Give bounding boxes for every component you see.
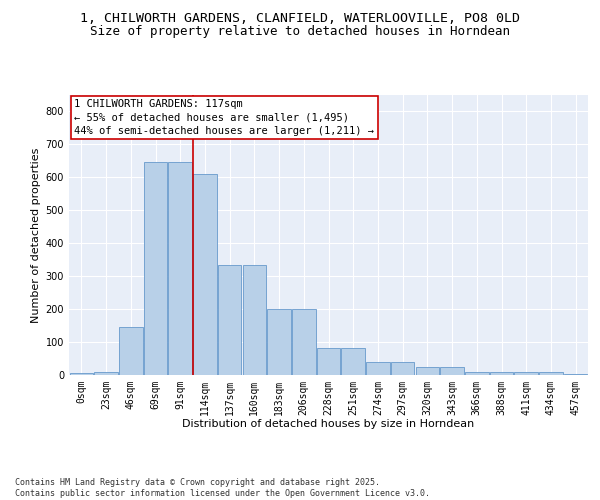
Bar — [144, 162, 167, 375]
Bar — [341, 348, 365, 375]
Bar — [416, 367, 439, 375]
Bar — [366, 362, 389, 375]
Bar — [193, 174, 217, 375]
Bar — [94, 372, 118, 375]
Text: 1 CHILWORTH GARDENS: 117sqm
← 55% of detached houses are smaller (1,495)
44% of : 1 CHILWORTH GARDENS: 117sqm ← 55% of det… — [74, 99, 374, 136]
Bar — [465, 372, 488, 375]
Y-axis label: Number of detached properties: Number of detached properties — [31, 148, 41, 322]
Bar — [242, 264, 266, 375]
Bar — [70, 374, 93, 375]
Bar — [218, 264, 241, 375]
Bar — [514, 372, 538, 375]
Text: Size of property relative to detached houses in Horndean: Size of property relative to detached ho… — [90, 25, 510, 38]
X-axis label: Distribution of detached houses by size in Horndean: Distribution of detached houses by size … — [182, 420, 475, 430]
Text: Contains HM Land Registry data © Crown copyright and database right 2025.
Contai: Contains HM Land Registry data © Crown c… — [15, 478, 430, 498]
Bar — [440, 367, 464, 375]
Bar — [564, 374, 587, 375]
Bar — [539, 372, 563, 375]
Bar — [490, 372, 513, 375]
Bar — [119, 327, 143, 375]
Text: 1, CHILWORTH GARDENS, CLANFIELD, WATERLOOVILLE, PO8 0LD: 1, CHILWORTH GARDENS, CLANFIELD, WATERLO… — [80, 12, 520, 26]
Bar — [292, 309, 316, 375]
Bar — [169, 162, 192, 375]
Bar — [391, 362, 415, 375]
Bar — [268, 309, 291, 375]
Bar — [317, 348, 340, 375]
